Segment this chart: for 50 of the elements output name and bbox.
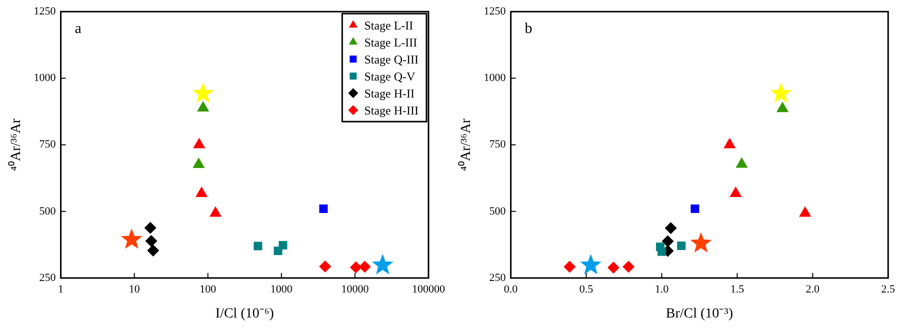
y-tick-label: 500 xyxy=(39,205,56,218)
legend-label: Stage H-III xyxy=(364,103,419,118)
text: b xyxy=(524,21,532,38)
y-tick-label: 250 xyxy=(489,272,506,284)
point xyxy=(580,254,602,274)
point xyxy=(690,232,712,252)
x-tick-label: 1000 xyxy=(270,283,293,296)
point xyxy=(730,186,742,198)
x-tick-label: 10000 xyxy=(341,283,370,296)
y-tick-label: 500 xyxy=(489,205,506,218)
legend-label: Stage Q-V xyxy=(364,69,416,84)
point xyxy=(799,206,812,217)
x-axis-title: I/Cl (10⁻⁶) xyxy=(215,306,274,322)
point xyxy=(770,82,792,103)
point xyxy=(664,222,677,234)
y-axis-title: ⁴⁰Ar/³⁶Ar xyxy=(458,118,474,172)
x-tick-label: 0.0 xyxy=(504,283,518,296)
point xyxy=(776,102,789,112)
y-tick-label: 250 xyxy=(39,272,56,284)
y-tick-label: 1000 xyxy=(34,72,56,84)
y-tick-label: 750 xyxy=(489,138,506,151)
y-tick-label: 1250 xyxy=(34,5,56,18)
y-tick-label: 1250 xyxy=(484,5,506,18)
y-tick-label: 1000 xyxy=(484,72,506,84)
x-tick-label: 10 xyxy=(128,283,140,296)
x-tick-label: 1.0 xyxy=(654,283,670,296)
y-tick-label: 750 xyxy=(39,138,56,151)
point xyxy=(690,204,700,213)
x-tick-label: 100 xyxy=(200,283,217,296)
point xyxy=(657,247,666,256)
x-tick-label: 1 xyxy=(58,283,64,296)
x-axis-title: Br/Cl (10⁻³) xyxy=(666,306,734,322)
legend-label: Stage L-II xyxy=(364,18,414,32)
point xyxy=(564,260,576,273)
legend-label: Stage L-III xyxy=(364,35,418,50)
point xyxy=(724,138,736,148)
point xyxy=(622,260,635,273)
legend-label: Stage Q-III xyxy=(364,52,419,66)
x-tick-label: 100000 xyxy=(412,283,446,296)
legend-label: Stage H-II xyxy=(364,86,415,100)
y-axis-title: ⁴⁰Ar/³⁶Ar xyxy=(8,118,24,172)
point xyxy=(607,262,620,274)
point xyxy=(662,235,674,248)
text: a xyxy=(74,21,82,38)
x-tick-label: 0.5 xyxy=(579,283,594,296)
x-tick-label: 2.0 xyxy=(806,283,820,296)
x-tick-label: 2.5 xyxy=(881,283,896,296)
point xyxy=(736,157,748,168)
point xyxy=(677,242,686,250)
x-tick-label: 1.5 xyxy=(730,283,745,296)
